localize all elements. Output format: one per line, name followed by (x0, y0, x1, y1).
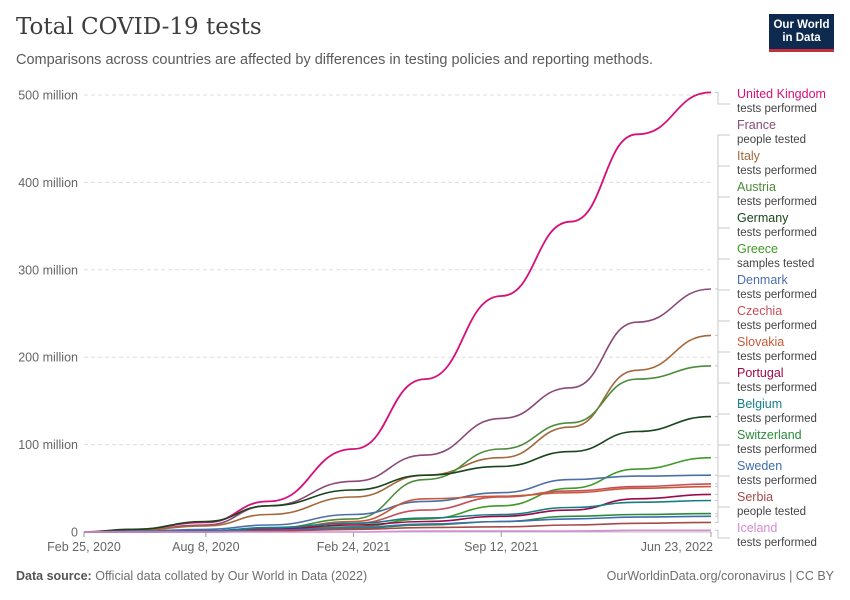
legend-series-name: Germany (737, 211, 789, 225)
legend-series-name: Slovakia (737, 335, 784, 349)
x-tick-label: Feb 24, 2021 (317, 540, 391, 554)
legend-series-name: Portugal (737, 366, 784, 380)
legend-connector (715, 529, 730, 539)
legend-connector (715, 382, 730, 495)
logo-line-2: in Data (782, 32, 821, 44)
legend-series-name: Switzerland (737, 428, 802, 442)
y-tick-label: 100 million (18, 438, 78, 452)
series-line-united-kingdom (83, 91, 712, 533)
legend-series-method: people tested (737, 506, 806, 518)
y-tick-label: 300 million (18, 263, 78, 277)
x-tick-label: Feb 25, 2020 (47, 540, 121, 554)
legend-series-name: Belgium (737, 397, 782, 411)
legend-series-name: France (737, 118, 776, 132)
legend-connector (715, 351, 730, 488)
y-tick-label: 200 million (18, 351, 78, 365)
legend-series-name: Austria (737, 180, 776, 194)
legend: United Kingdom tests performed France peopl… (737, 87, 826, 549)
x-tick-label: Sep 12, 2021 (464, 540, 538, 554)
legend-series-method: tests performed (737, 227, 817, 239)
data-source: Data source: Official data collated by O… (16, 569, 367, 583)
legend-series-method: people tested (737, 134, 806, 146)
series-lines (83, 91, 712, 533)
owid-logo[interactable]: Our World in Data (769, 14, 834, 52)
legend-series-name: Denmark (737, 273, 788, 287)
y-axis-ticks: 0 100 million 200 million 300 million 400 mi… (18, 89, 78, 540)
legend-series-name: Iceland (737, 521, 777, 535)
legend-connector (715, 165, 730, 336)
legend-series-method: tests performed (737, 475, 817, 487)
legend-connector (715, 475, 730, 517)
legend-series-method: tests performed (737, 537, 817, 549)
x-axis-ticks: Feb 25, 2020 Aug 8, 2020 Feb 24, 2021 Sep 1… (47, 532, 713, 554)
legend-connectors (715, 91, 730, 539)
legend-connector (715, 134, 730, 290)
legend-series-method: tests performed (737, 165, 817, 177)
legend-series-method: samples tested (737, 258, 814, 270)
legend-series-name: Czechia (737, 304, 782, 318)
logo-line-1: Our World (773, 19, 830, 31)
legend-connector (715, 320, 730, 485)
series-line-france (83, 288, 712, 533)
series-line-greece (84, 456, 712, 533)
data-source-label: Data source: (16, 569, 92, 583)
legend-series-name: United Kingdom (737, 87, 826, 101)
legend-connector (715, 506, 730, 523)
legend-series-method: tests performed (737, 320, 817, 332)
legend-connector (715, 91, 730, 105)
legend-series-method: tests performed (737, 351, 817, 363)
chart-subtitle: Comparisons across countries are affecte… (16, 52, 654, 68)
legend-connector (715, 444, 730, 515)
legend-series-name: Serbia (737, 490, 773, 504)
grid-lines (84, 94, 711, 533)
x-tick-label: Jun 23, 2022 (641, 540, 713, 554)
legend-series-method: tests performed (737, 444, 817, 456)
legend-series-method: tests performed (737, 382, 817, 394)
data-source-text: Official data collated by Our World in D… (95, 569, 368, 583)
legend-connector (715, 227, 730, 418)
credit-link[interactable]: OurWorldinData.org/coronavirus | CC BY (606, 569, 834, 583)
legend-series-method: tests performed (737, 196, 817, 208)
legend-series-name: Italy (737, 149, 761, 163)
series-line-iceland (84, 529, 711, 533)
y-tick-label: 0 (71, 526, 78, 540)
legend-series-method: tests performed (737, 289, 817, 301)
series-line-germany (83, 415, 712, 533)
legend-series-method: tests performed (737, 413, 817, 425)
x-tick-label: Aug 8, 2020 (172, 540, 239, 554)
series-line-austria (84, 365, 712, 533)
legend-connector (715, 196, 730, 367)
chart-title: Total COVID-19 tests (16, 14, 262, 40)
legend-series-name: Greece (737, 242, 778, 256)
legend-series-method: tests performed (737, 103, 817, 115)
legend-series-name: Sweden (737, 459, 782, 473)
y-tick-label: 500 million (18, 89, 78, 103)
y-tick-label: 400 million (18, 176, 78, 190)
